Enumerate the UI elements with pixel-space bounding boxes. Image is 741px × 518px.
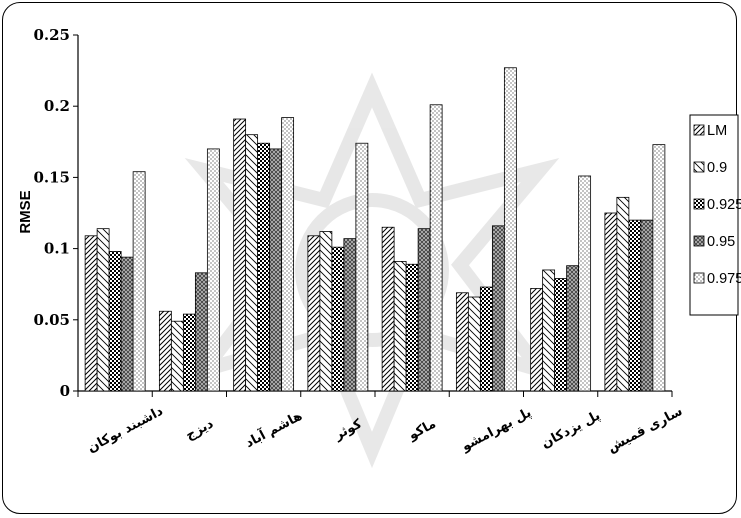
bar-LM-6 [530,288,544,392]
bar-0975-2 [281,117,295,392]
legend-label: 0.975 [707,271,741,287]
bar-09-0 [96,228,110,392]
x-tick-label: دیزج [183,416,216,443]
legend-swatch [693,272,705,284]
legend-swatch [693,198,705,210]
bar-LM-0 [84,235,98,392]
bar-LM-5 [455,292,469,392]
x-tick-label: پل بهرامشو [459,405,534,455]
bar-09-7 [616,196,630,392]
bar-0925-1 [182,313,196,392]
bar-095-2 [269,148,283,392]
y-tick-label: 0 [60,382,70,400]
y-tick-label: 0.2 [44,97,70,115]
x-tick-label: ساری قمیش [605,404,685,456]
legend: LM 0.9 0.925 0.95 0.975 [689,114,741,316]
y-tick-label: 0.25 [33,26,70,44]
bar-LM-7 [604,212,618,392]
bar-0925-5 [479,286,493,392]
bar-LM-2 [233,118,247,392]
legend-swatch [693,124,705,136]
bar-09-4 [393,261,407,392]
bar-095-3 [343,238,357,392]
bar-09-3 [319,231,333,392]
bar-0975-0 [132,171,146,392]
bar-0975-5 [503,67,517,392]
bar-095-1 [194,272,208,392]
x-tick-label: هاشم آباد [242,407,305,451]
bar-09-2 [245,134,259,392]
x-tick-label: پل یزدکان [539,408,603,451]
y-tick-labels: 0 0.05 0.1 0.15 0.2 0.25 [33,26,70,400]
bar-0975-6 [578,175,592,392]
legend-label: 0.9 [707,160,727,176]
bar-0975-4 [429,104,443,392]
x-tick-label: داشبند بوکان [85,404,166,456]
bar-0925-7 [628,219,642,392]
y-tick-label: 0.05 [33,311,70,329]
bar-0975-1 [206,148,220,392]
bar-095-7 [640,219,654,392]
bar-0925-6 [554,278,568,392]
bar-095-0 [120,256,134,392]
y-tick-label: 0.15 [33,168,70,186]
bar-095-6 [566,265,580,392]
bar-0925-2 [257,142,271,392]
bar-0925-0 [108,251,122,392]
y-axis-label: RMSE [17,190,34,233]
bar-LM-4 [381,226,395,392]
legend-swatch [693,235,705,247]
legend-label: 0.95 [707,234,735,250]
legend-label: 0.925 [707,197,741,213]
legend-swatch [693,161,705,173]
bar-LM-1 [158,310,172,392]
bar-095-5 [491,225,505,392]
y-tick-label: 0.1 [44,240,70,258]
bar-09-5 [467,296,481,392]
bar-LM-3 [307,235,321,392]
bar-09-6 [542,269,556,392]
bar-0975-3 [355,142,369,392]
legend-label: LM [707,123,727,139]
bar-0925-3 [331,246,345,392]
bar-0975-7 [652,144,666,392]
bars-group [84,67,666,392]
bar-0925-4 [405,263,419,392]
x-tick-label: ماکو [405,417,438,444]
bar-095-4 [417,228,431,392]
bar-09-1 [170,320,184,392]
